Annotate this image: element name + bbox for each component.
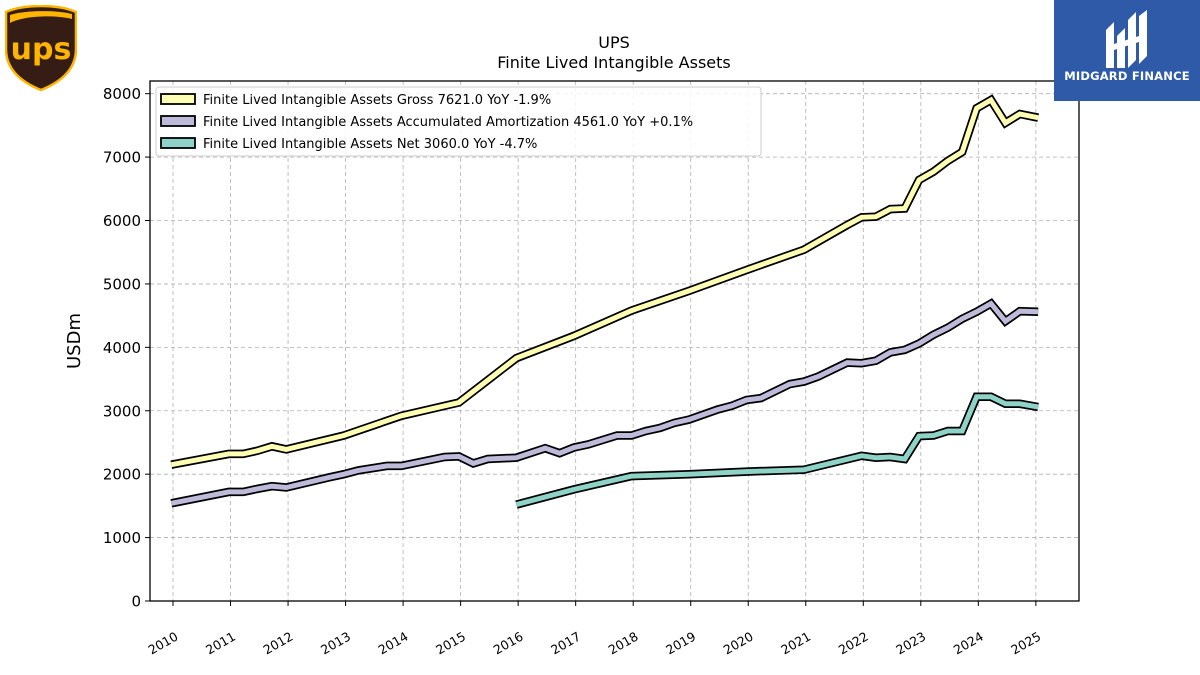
series-lines <box>170 94 1040 509</box>
y-tick-label: 1000 <box>103 529 141 547</box>
y-tick-label: 4000 <box>103 339 141 357</box>
x-tick-label: 2017 <box>548 629 583 658</box>
y-tick-label: 0 <box>131 593 141 611</box>
series-line-1 <box>170 96 1039 468</box>
x-tick-label: 2015 <box>433 629 468 658</box>
legend-label: Finite Lived Intangible Assets Net 3060.… <box>203 137 537 152</box>
legend-swatch <box>160 93 196 105</box>
ups-logo: ups <box>4 4 78 92</box>
x-tick-label: 2011 <box>203 629 238 658</box>
chart-legend: Finite Lived Intangible Assets Gross 762… <box>155 86 762 157</box>
midgard-finance-name: MIDGARD FINANCE <box>1064 69 1190 83</box>
chart-title: UPS <box>598 33 630 52</box>
x-tick-label: 2013 <box>318 629 353 658</box>
x-tick-label: 2012 <box>261 629 296 658</box>
plot-frame <box>149 80 1080 602</box>
ups-logo-text: ups <box>11 32 72 67</box>
midgard-mark-icon <box>1106 10 1147 68</box>
y-tick-label: 8000 <box>103 85 141 103</box>
grid-lines <box>150 81 1079 602</box>
chart-subtitle: Finite Lived Intangible Assets <box>497 53 730 72</box>
legend-label: Finite Lived Intangible Assets Accumulat… <box>203 115 693 130</box>
y-tick-label: 3000 <box>103 402 141 420</box>
x-tick-label: 2025 <box>1008 629 1043 658</box>
x-tick-label: 2021 <box>778 629 813 658</box>
x-tick-label: 2020 <box>721 629 756 658</box>
legend-swatch <box>160 115 196 127</box>
legend-box <box>155 86 762 157</box>
y-axis-ticks: 0 1000 2000 3000 4000 5000 6000 7000 8000 <box>103 85 150 611</box>
x-tick-label: 2019 <box>663 629 698 658</box>
series-line-outline-3 <box>515 392 1039 509</box>
x-tick-label: 2014 <box>376 629 411 658</box>
y-axis-label: USDm <box>64 313 85 369</box>
x-tick-label: 2016 <box>491 629 526 658</box>
x-tick-label: 2022 <box>836 629 871 658</box>
legend-label: Finite Lived Intangible Assets Gross 762… <box>203 93 551 108</box>
x-tick-label: 2023 <box>893 629 928 658</box>
series-line-2 <box>170 300 1039 506</box>
y-tick-label: 5000 <box>103 275 141 293</box>
x-tick-label: 2010 <box>145 629 180 658</box>
x-tick-label: 2018 <box>606 629 641 658</box>
y-tick-label: 6000 <box>103 212 141 230</box>
x-tick-label: 2024 <box>951 629 986 658</box>
legend-swatch <box>160 137 196 149</box>
series-line-outline-2 <box>170 298 1039 508</box>
y-tick-label: 2000 <box>103 466 141 484</box>
y-tick-label: 7000 <box>103 149 141 167</box>
ups-shield-icon <box>4 4 78 92</box>
x-axis-ticks: 2010 2011 2012 2013 2014 2015 2016 2017 2018 2019… <box>145 601 1043 658</box>
midgard-finance-logo: MIDGARD FINANCE <box>1054 0 1200 101</box>
series-line-3 <box>515 394 1039 508</box>
